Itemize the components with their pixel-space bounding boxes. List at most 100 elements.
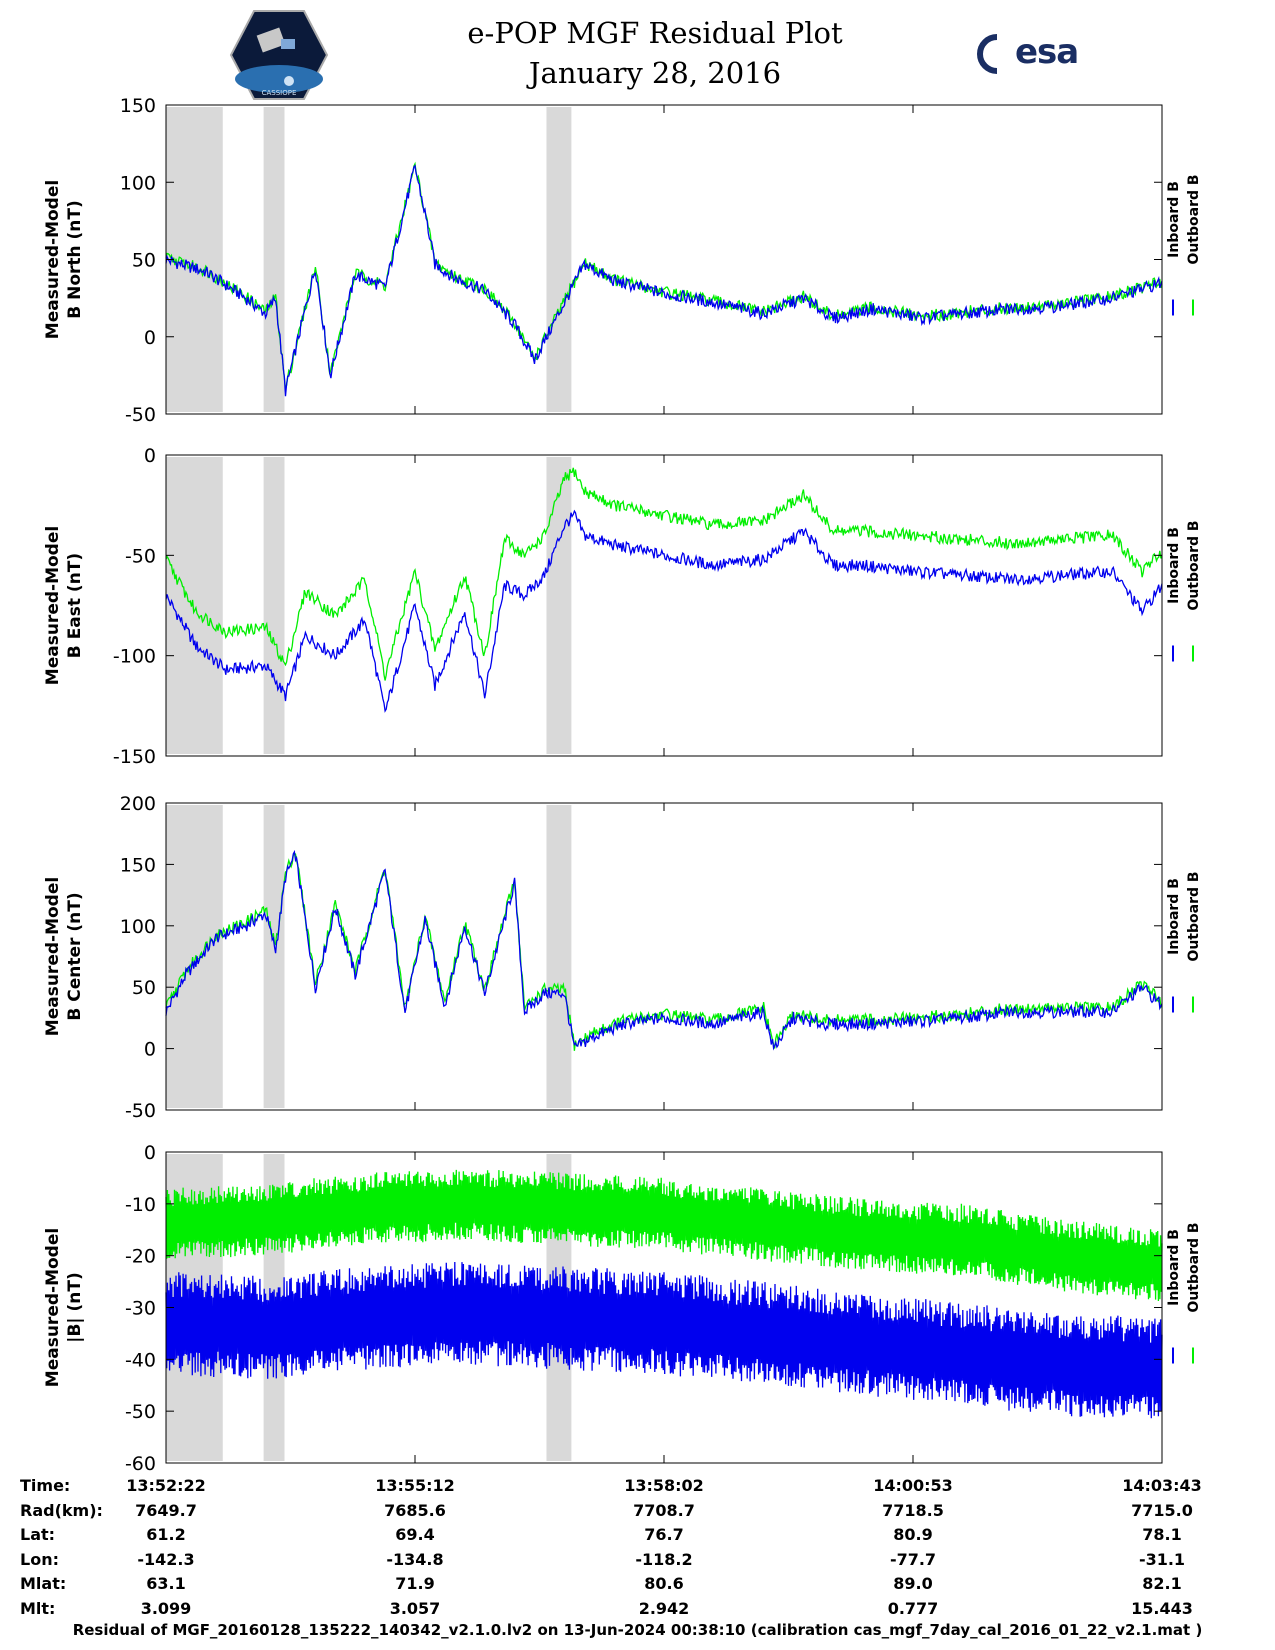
inboard-series-line <box>165 1261 1163 1419</box>
info-value: 3.057 <box>389 1598 441 1618</box>
info-value: 14:03:43 <box>1122 1476 1202 1495</box>
info-row-label: Mlat: <box>20 1574 67 1593</box>
info-row: Rad(km): 7649.7 7685.6 7708.7 7718.5 7715.0 <box>0 1501 1275 1525</box>
y-axis-label: Measured-Model B North (nT) <box>43 180 85 339</box>
footer-caption: Residual of MGF_20160128_135222_140342_v… <box>72 1621 1203 1639</box>
y-axis-label: Measured-Model B Center (nT) <box>43 877 85 1036</box>
y-tick-label: 100 <box>120 916 156 938</box>
info-row: Mlat: 63.1 71.9 80.6 89.0 82.1 <box>0 1574 1275 1598</box>
info-value: 3.099 <box>140 1598 192 1618</box>
legend-outboard-label: Outboard B <box>1186 1222 1202 1312</box>
y-tick-label: -50 <box>125 1401 156 1423</box>
panel-3: 200 150 100 50 0 -50 Measured-Model B Center (n… <box>43 793 1202 1122</box>
info-value: -134.8 <box>386 1549 444 1569</box>
y-axis-label: Measured-Model B East (nT) <box>43 526 85 685</box>
plot-frame <box>165 104 1163 415</box>
info-value: 14:00:53 <box>873 1476 953 1495</box>
shaded-interval-2 <box>263 457 285 754</box>
info-row: Mlt: 3.099 3.057 2.942 0.777 15.443 <box>0 1599 1275 1623</box>
info-row-label: Lat: <box>20 1525 56 1544</box>
shaded-interval-2 <box>263 107 285 412</box>
chart-title: e-POP MGF Residual Plot <box>467 16 843 50</box>
info-value: 2.942 <box>638 1598 690 1618</box>
info-value: 7718.5 <box>882 1500 944 1520</box>
y-axis-label-line: B East (nT) <box>65 553 85 658</box>
y-tick-label: 50 <box>132 977 156 999</box>
legend-inboard-label: Inboard B <box>1166 527 1182 604</box>
y-tick-label: 0 <box>144 327 156 349</box>
mission-logo-text: CASSIOPE <box>262 89 297 97</box>
y-tick-label: 0 <box>144 445 156 467</box>
y-axis-label-line: |B| (nT) <box>65 1272 85 1343</box>
info-value: 76.7 <box>644 1525 684 1544</box>
y-tick-label: -60 <box>125 1453 156 1475</box>
y-tick-label: 150 <box>120 854 156 876</box>
esa-logo-text: esa <box>1015 32 1079 72</box>
y-tick-label: 50 <box>132 250 156 272</box>
info-value: 61.2 <box>146 1525 186 1544</box>
y-tick-label: 100 <box>120 172 156 194</box>
y-tick-label: -50 <box>125 1100 156 1122</box>
y-axis-label-line: Measured-Model <box>43 1228 63 1387</box>
y-tick-label: -100 <box>113 646 156 668</box>
info-value: 69.4 <box>395 1525 435 1544</box>
y-tick-label: 0 <box>144 1142 156 1164</box>
cassiope-mission-logo: CASSIOPE <box>229 9 329 101</box>
shaded-interval-3 <box>546 805 572 1108</box>
info-row: Lat: 61.2 69.4 76.7 80.9 78.1 <box>0 1525 1275 1549</box>
chart-date: January 28, 2016 <box>528 56 782 90</box>
info-value: 7685.6 <box>384 1500 446 1520</box>
shaded-interval-3 <box>546 107 572 412</box>
y-axis-label-line: Measured-Model <box>43 877 63 1036</box>
shaded-interval-2 <box>263 805 285 1108</box>
info-value: -142.3 <box>137 1549 195 1569</box>
y-axis-label-line: Measured-Model <box>43 180 63 339</box>
info-value: 82.1 <box>1142 1574 1182 1593</box>
info-value: 13:52:22 <box>126 1476 206 1495</box>
info-row-label: Lon: <box>20 1549 59 1569</box>
info-value: 7708.7 <box>633 1500 695 1520</box>
info-value: 78.1 <box>1142 1525 1182 1544</box>
info-value: 15.443 <box>1131 1598 1193 1618</box>
y-tick-label: -50 <box>125 545 156 567</box>
info-value: 13:55:12 <box>375 1476 455 1495</box>
outboard-series-line <box>165 1169 1163 1302</box>
info-value: 63.1 <box>146 1574 186 1593</box>
y-tick-label: -10 <box>125 1194 156 1216</box>
legend-outboard-label: Outboard B <box>1186 871 1202 961</box>
info-row-label: Mlt: <box>20 1598 56 1618</box>
y-tick-label: 200 <box>120 793 156 815</box>
y-tick-label: -150 <box>113 746 156 768</box>
info-value: 89.0 <box>893 1574 933 1593</box>
inboard-series-line <box>165 164 1163 397</box>
y-tick-label: 150 <box>120 95 156 117</box>
info-value: 80.6 <box>644 1574 684 1593</box>
legend-inboard-label: Inboard B <box>1166 1229 1182 1306</box>
info-value: 7715.0 <box>1131 1500 1193 1520</box>
legend-outboard-label: Outboard B <box>1186 174 1202 264</box>
info-value: -31.1 <box>1138 1549 1186 1569</box>
shaded-interval-1 <box>166 805 223 1108</box>
y-axis-label-line: Measured-Model <box>43 526 63 685</box>
y-tick-label: 0 <box>144 1039 156 1061</box>
y-axis-label: Measured-Model |B| (nT) <box>43 1228 85 1387</box>
info-value: -118.2 <box>635 1549 693 1569</box>
info-value: 7649.7 <box>135 1500 197 1520</box>
y-axis-label-line: B North (nT) <box>65 200 85 319</box>
panel-4: 0 -10 -20 -30 -40 -50 -60 Measured-Model |B| (nT… <box>43 1142 1202 1475</box>
y-tick-label: -50 <box>125 404 156 426</box>
info-row: Lon: -142.3 -134.8 -118.2 -77.7 -31.1 <box>0 1550 1275 1574</box>
info-value: 0.777 <box>887 1598 939 1618</box>
y-tick-label: -30 <box>125 1298 156 1320</box>
esa-logo: esa <box>975 32 1095 78</box>
y-tick-label: -20 <box>125 1246 156 1268</box>
y-axis-label-line: B Center (nT) <box>65 892 85 1020</box>
inboard-series-line <box>165 849 1163 1051</box>
plot-frame <box>165 802 1163 1111</box>
info-value: 80.9 <box>893 1525 933 1544</box>
info-row-label: Rad(km): <box>20 1500 103 1520</box>
inboard-series-line <box>165 509 1163 713</box>
info-row-label: Time: <box>20 1476 71 1495</box>
info-value: 13:58:02 <box>624 1476 704 1495</box>
